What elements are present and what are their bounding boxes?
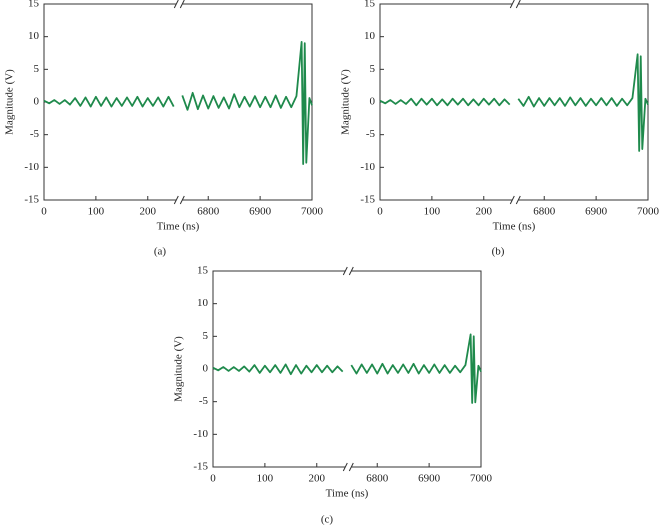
x-tick-label: 100 xyxy=(88,206,105,218)
x-tick-label: 7000 xyxy=(301,206,324,218)
y-tick-label: -10 xyxy=(193,428,208,440)
y-tick-label: 0 xyxy=(203,363,209,375)
x-tick-label: 6900 xyxy=(249,206,272,218)
x-tick-label: 0 xyxy=(210,473,216,485)
y-tick-label: 5 xyxy=(34,63,40,75)
y-tick-label: -5 xyxy=(366,128,376,140)
x-tick-label: 7000 xyxy=(470,473,493,485)
x-tick-label: 200 xyxy=(140,206,157,218)
y-tick-label: -10 xyxy=(360,161,375,173)
x-axis-label: Time (ns) xyxy=(493,221,536,233)
axis-break-mark xyxy=(173,0,179,9)
axis-break-mark xyxy=(179,195,185,205)
x-tick-label: 100 xyxy=(257,473,274,485)
y-tick-label: -5 xyxy=(199,395,209,407)
x-tick-label: 100 xyxy=(424,206,441,218)
y-tick-label: 5 xyxy=(203,330,209,342)
axis-break-mark xyxy=(515,195,521,205)
plot-frame xyxy=(43,3,313,201)
axis-break-gap xyxy=(176,2,183,6)
x-axis-label: Time (ns) xyxy=(326,488,369,500)
x-tick-label: 6800 xyxy=(533,206,556,218)
axis-break-gap xyxy=(345,465,352,469)
signal-line xyxy=(43,95,175,108)
panel: -15 -10 -5 0 5 10 15 0 100 200 6800 6900 7000 Time (n… xyxy=(173,265,493,526)
y-tick-label: 15 xyxy=(197,265,209,277)
x-tick-label: 200 xyxy=(309,473,326,485)
axis-break-gap xyxy=(512,2,519,6)
x-tick-label: 200 xyxy=(476,206,493,218)
x-tick-label: 0 xyxy=(377,206,383,218)
y-tick-label: -15 xyxy=(24,194,39,206)
axis-break-mark xyxy=(348,462,354,472)
x-axis-label: Time (ns) xyxy=(157,221,200,233)
y-tick-label: -10 xyxy=(24,161,39,173)
y-tick-label: -5 xyxy=(30,128,40,140)
axis-break-mark xyxy=(509,0,515,9)
signal-line xyxy=(212,363,344,376)
signal-line xyxy=(379,97,511,107)
y-tick-label: 15 xyxy=(364,0,376,10)
signal-line xyxy=(181,40,313,165)
x-tick-label: 6800 xyxy=(366,473,389,485)
x-tick-label: 6800 xyxy=(197,206,220,218)
y-axis-label: Magnitude (V) xyxy=(340,69,352,135)
y-tick-label: 10 xyxy=(28,30,40,42)
axis-break-mark xyxy=(342,462,348,472)
x-tick-label: 7000 xyxy=(637,206,660,218)
signal-line xyxy=(350,333,482,404)
axis-break-mark xyxy=(179,0,185,9)
y-tick-label: -15 xyxy=(360,194,375,206)
y-axis-label: Magnitude (V) xyxy=(4,69,16,135)
y-tick-label: 5 xyxy=(370,63,376,75)
axis-break-mark xyxy=(509,195,515,205)
axis-break-gap xyxy=(176,198,183,202)
caption: (b) xyxy=(492,246,505,258)
caption: (c) xyxy=(321,514,334,526)
plot-frame xyxy=(212,270,482,468)
signal-line xyxy=(517,53,649,152)
axis-break-mark xyxy=(515,0,521,9)
axis-break-mark xyxy=(348,266,354,276)
axis-break-gap xyxy=(512,198,519,202)
y-axis-label: Magnitude (V) xyxy=(173,336,185,402)
axis-break-mark xyxy=(342,266,348,276)
axis-break-gap xyxy=(345,269,352,273)
y-tick-label: 0 xyxy=(370,96,376,108)
x-tick-label: 6900 xyxy=(418,473,441,485)
panel: -15 -10 -5 0 5 10 15 0 100 200 6800 6900 7000 Time (n… xyxy=(4,0,324,258)
caption: (a) xyxy=(154,246,167,258)
y-tick-label: 15 xyxy=(28,0,40,10)
x-tick-label: 6900 xyxy=(585,206,608,218)
y-tick-label: 0 xyxy=(34,96,40,108)
y-tick-label: 10 xyxy=(197,297,209,309)
panel: -15 -10 -5 0 5 10 15 0 100 200 6800 6900 7000 Time (n… xyxy=(340,0,660,258)
y-tick-label: -15 xyxy=(193,461,208,473)
y-tick-label: 10 xyxy=(364,30,376,42)
axis-break-mark xyxy=(173,195,179,205)
x-tick-label: 0 xyxy=(41,206,47,218)
